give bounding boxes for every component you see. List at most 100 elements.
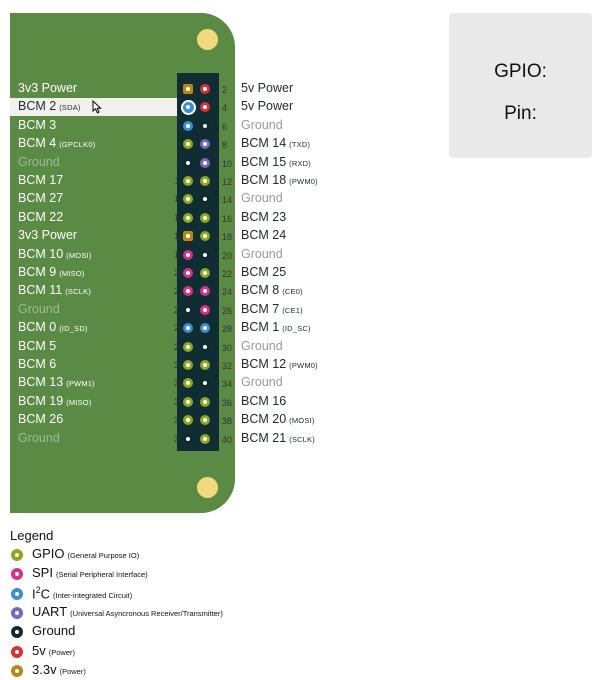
pin-20-dot[interactable] <box>200 249 210 260</box>
pin-33-dot[interactable] <box>183 378 193 389</box>
pin-name-text: Ground <box>241 375 283 390</box>
pin-23-dot[interactable] <box>183 286 193 297</box>
pin-2-dot[interactable] <box>200 84 210 94</box>
pin-14-dot[interactable] <box>200 194 210 205</box>
pin-row-20[interactable]: Ground <box>241 247 283 261</box>
pin-name-text: BCM 6 <box>18 357 57 371</box>
legend-label-text: C <box>40 585 51 601</box>
pin-40-dot[interactable] <box>200 433 210 444</box>
pin-row-10[interactable]: BCM 15 (RXD) <box>241 155 311 169</box>
pin-27-dot[interactable] <box>183 323 193 334</box>
pin-name: Ground <box>18 431 60 445</box>
pin-row-32[interactable]: BCM 12 (PWM0) <box>241 357 318 371</box>
pin-name-text: BCM 26 <box>18 412 64 427</box>
pin-number: 40 <box>222 434 233 445</box>
pin-13-dot[interactable] <box>183 194 193 205</box>
pin-name-text: BCM 8 <box>241 283 280 298</box>
pin-row-38[interactable]: BCM 20 (MOSI) <box>241 412 315 426</box>
pin-row-30[interactable]: Ground <box>241 339 283 353</box>
pin-7-dot[interactable] <box>183 139 193 150</box>
pin-row-29[interactable]: BCM 529 <box>10 338 184 356</box>
legend-superscript: 2 <box>35 584 41 595</box>
pin-26-dot[interactable] <box>200 304 210 315</box>
pin-row-5[interactable]: BCM 35 <box>10 117 184 135</box>
pin-row-36[interactable]: BCM 16 <box>241 394 286 408</box>
pin-16-dot[interactable] <box>200 212 210 223</box>
pin-name: BCM 19 (MISO) <box>18 394 92 408</box>
pin-row-35[interactable]: BCM 19(MISO)35 <box>10 393 184 411</box>
pin-6-dot[interactable] <box>200 120 210 131</box>
pin-18-dot[interactable] <box>200 231 210 242</box>
pin-32-dot[interactable] <box>200 360 210 370</box>
pin-36-dot[interactable] <box>200 396 210 407</box>
pin-row-2[interactable]: 5v Power <box>241 81 293 95</box>
pin-row-7[interactable]: BCM 4(GPCLK0)7 <box>10 135 184 153</box>
pin-5-dot[interactable] <box>183 120 193 131</box>
pin-row-22[interactable]: BCM 25 <box>241 265 286 279</box>
pin-number: 12 <box>222 177 233 187</box>
pin-22-dot[interactable] <box>200 268 210 278</box>
pin-row-11[interactable]: BCM 1711 <box>10 172 184 190</box>
pin-row-9[interactable]: Ground9 <box>10 154 184 172</box>
pin-30-dot[interactable] <box>200 341 210 352</box>
pin-25-dot[interactable] <box>183 304 193 315</box>
pin-24-dot[interactable] <box>200 286 210 297</box>
pin-row-12[interactable]: BCM 18 (PWM0) <box>241 173 318 187</box>
legend-spi-dot <box>11 568 23 581</box>
pin-row-17[interactable]: 3v3 Power17 <box>10 227 184 245</box>
pin-37-dot[interactable] <box>183 415 193 426</box>
pin-row-26[interactable]: BCM 7 (CE1) <box>241 302 303 316</box>
pin-row-6[interactable]: Ground <box>241 118 283 132</box>
pin-4-dot[interactable] <box>200 102 210 113</box>
pin-12-dot[interactable] <box>200 176 210 186</box>
pin-row-39[interactable]: Ground39 <box>10 430 184 448</box>
pin-39-dot[interactable] <box>183 433 193 444</box>
pin-row-4[interactable]: 5v Power <box>241 99 293 113</box>
pin-34-dot[interactable] <box>200 378 210 389</box>
legend-description: (Power) <box>48 647 75 657</box>
pin-number: 22 <box>222 269 233 279</box>
pin-row-23[interactable]: BCM 11(SCLK)23 <box>10 282 184 300</box>
pin-35-dot[interactable] <box>183 396 193 407</box>
pin-row-14[interactable]: Ground <box>241 191 283 205</box>
pin-info-panel: GPIO: Pin: <box>449 13 592 158</box>
pin-38-dot[interactable] <box>200 415 210 426</box>
pin-3-dot[interactable] <box>183 102 194 114</box>
pin-row-21[interactable]: BCM 9(MISO)21 <box>10 264 184 282</box>
pin-9-dot[interactable] <box>183 157 193 168</box>
pin-name-text: BCM 5 <box>18 338 57 353</box>
pin-row-28[interactable]: BCM 1 (ID_SC) <box>241 320 311 334</box>
pin-row-13[interactable]: BCM 2713 <box>10 190 184 208</box>
pin-name-text: BCM 16 <box>241 393 287 408</box>
pin-row-1[interactable]: 3v3 Power1 <box>10 80 184 98</box>
pin-21-dot[interactable] <box>183 268 193 278</box>
pin-row-33[interactable]: BCM 13(PWM1)33 <box>10 374 184 392</box>
pin-name: 3v3 Power <box>18 228 77 242</box>
pin-8-dot[interactable] <box>200 139 210 150</box>
pin-row-40[interactable]: BCM 21 (SCLK) <box>241 431 315 445</box>
pin-1-dot[interactable] <box>183 84 193 94</box>
pin-17-dot[interactable] <box>183 231 193 242</box>
pin-15-dot[interactable] <box>183 212 193 223</box>
pin-row-8[interactable]: BCM 14 (TXD) <box>241 136 310 150</box>
pin-row-24[interactable]: BCM 8 (CE0) <box>241 283 303 297</box>
pin-number: 14 <box>222 195 233 206</box>
pin-row-27[interactable]: BCM 0(ID_SD)27 <box>10 319 184 337</box>
pin-row-16[interactable]: BCM 23 <box>241 210 286 224</box>
pin-row-31[interactable]: BCM 631 <box>10 356 184 374</box>
pin-10-dot[interactable] <box>200 157 210 168</box>
pin-11-dot[interactable] <box>183 176 193 186</box>
pin-row-34[interactable]: Ground <box>241 375 283 389</box>
pin-row-18[interactable]: BCM 24 <box>241 228 286 242</box>
pin-name: BCM 2 (SDA) <box>18 99 81 113</box>
mount-hole-top <box>197 29 218 50</box>
pin-row-37[interactable]: BCM 2637 <box>10 411 184 429</box>
pin-19-dot[interactable] <box>183 249 193 260</box>
pin-28-dot[interactable] <box>200 323 210 334</box>
pin-row-15[interactable]: BCM 2215 <box>10 209 184 227</box>
pin-row-19[interactable]: BCM 10(MOSI)19 <box>10 246 184 264</box>
pin-31-dot[interactable] <box>183 360 193 370</box>
pin-name-text: Ground <box>18 301 60 316</box>
pin-29-dot[interactable] <box>183 341 193 352</box>
